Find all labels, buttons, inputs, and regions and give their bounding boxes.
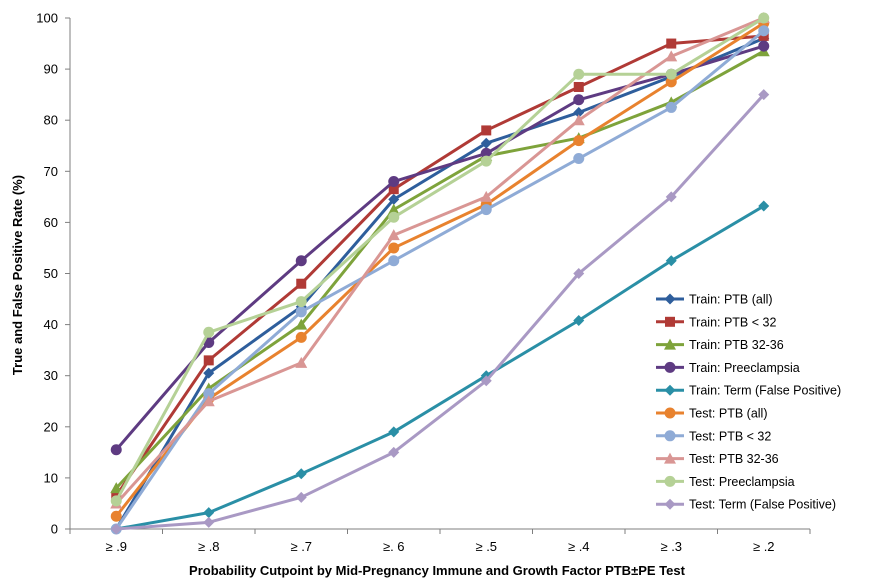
y-tick-label: 70: [44, 164, 58, 179]
x-tick-label: ≥. 6: [383, 539, 405, 554]
legend-label: Test: Term (False Positive): [689, 498, 836, 512]
series-10: [111, 89, 770, 534]
legend-label: Train: Preeclampsia: [689, 361, 800, 375]
legend-swatch-marker: [665, 385, 676, 396]
data-point: [296, 306, 307, 317]
data-point: [573, 153, 584, 164]
legend-label: Train: PTB < 32: [689, 315, 776, 329]
legend-item: Train: PTB (all): [656, 293, 773, 307]
data-point: [574, 82, 584, 92]
y-tick-label: 90: [44, 62, 58, 77]
series-line: [116, 18, 764, 501]
data-point: [203, 327, 214, 338]
legend-label: Test: Preeclampsia: [689, 475, 795, 489]
series-line: [116, 38, 764, 529]
x-tick-label: ≥ .4: [568, 539, 590, 554]
data-point: [573, 135, 584, 146]
data-point: [296, 255, 307, 266]
x-tick-label: ≥ .2: [753, 539, 775, 554]
legend-label: Test: PTB 32-36: [689, 452, 779, 466]
y-tick-label: 20: [44, 419, 58, 434]
legend-swatch-marker: [665, 408, 676, 419]
x-tick-label: ≥ .3: [660, 539, 682, 554]
legend-swatch-marker: [665, 430, 676, 441]
data-point: [203, 507, 214, 518]
legend-label: Train: PTB 32-36: [689, 338, 784, 352]
data-point: [203, 517, 214, 528]
legend-item: Test: PTB (all): [656, 407, 768, 421]
data-point: [388, 212, 399, 223]
data-point: [111, 444, 122, 455]
data-point: [573, 94, 584, 105]
y-tick-label: 60: [44, 215, 58, 230]
legend-item: Test: Term (False Positive): [656, 498, 836, 512]
y-tick-label: 10: [44, 470, 58, 485]
y-tick-label: 80: [44, 113, 58, 128]
y-tick-label: 40: [44, 317, 58, 332]
x-axis-label: Probability Cutpoint by Mid-Pregnancy Im…: [189, 563, 686, 578]
legend-swatch-marker: [665, 362, 676, 373]
y-axis-label: True and False Positive Rate (%): [10, 175, 25, 375]
data-point: [481, 156, 492, 167]
y-tick-label: 30: [44, 368, 58, 383]
data-point: [758, 41, 769, 52]
legend-item: Test: Preeclampsia: [656, 475, 795, 489]
data-point: [204, 355, 214, 365]
series-line: [116, 23, 764, 516]
x-tick-label: ≥ .5: [475, 539, 497, 554]
legend-item: Train: Term (False Positive): [656, 384, 841, 398]
legend-item: Train: PTB 32-36: [656, 338, 784, 352]
x-tick-label: ≥ .8: [198, 539, 220, 554]
legend-swatch-marker: [665, 499, 676, 510]
data-point: [573, 69, 584, 80]
data-point: [296, 279, 306, 289]
legend-label: Train: Term (False Positive): [689, 384, 841, 398]
data-point: [481, 204, 492, 215]
legend-label: Test: PTB < 32: [689, 429, 771, 443]
legend-label: Test: PTB (all): [689, 407, 768, 421]
data-point: [758, 13, 769, 24]
legend-label: Train: PTB (all): [689, 293, 773, 307]
y-tick-label: 50: [44, 266, 58, 281]
chart-legend: Train: PTB (all) Train: PTB < 32 Train: PT…: [656, 293, 841, 512]
data-point: [388, 255, 399, 266]
data-point: [296, 468, 307, 479]
data-point: [111, 511, 122, 522]
legend-item: Test: PTB 32-36: [656, 452, 779, 466]
y-tick-labels: 0 10 20 30 40 50 60 70 80 90 100: [36, 11, 70, 537]
legend-item: Train: Preeclampsia: [656, 361, 800, 375]
legend-swatch-marker: [665, 317, 675, 327]
data-point: [296, 296, 307, 307]
series-line: [116, 51, 764, 488]
data-point: [296, 332, 307, 343]
legend-swatch-marker: [665, 294, 676, 305]
data-point: [758, 25, 769, 36]
data-point: [388, 242, 399, 253]
y-tick-label: 100: [36, 11, 58, 26]
legend-item: Test: PTB < 32: [656, 429, 771, 443]
data-point: [388, 176, 399, 187]
series-6: [111, 18, 770, 522]
data-point: [666, 102, 677, 113]
data-point: [111, 495, 122, 506]
x-tick-label: ≥ .9: [105, 539, 127, 554]
data-point: [481, 125, 491, 135]
y-tick-label: 0: [51, 522, 58, 537]
legend-item: Train: PTB < 32: [656, 315, 776, 329]
legend-swatch-marker: [665, 476, 676, 487]
x-tick-labels: ≥ .9 ≥ .8 ≥ .7 ≥. 6 ≥ .5 ≥ .4 ≥ .3 ≥ .2: [70, 529, 810, 554]
data-point: [666, 39, 676, 49]
data-point: [296, 492, 307, 503]
data-point: [666, 69, 677, 80]
x-tick-label: ≥ .7: [290, 539, 312, 554]
